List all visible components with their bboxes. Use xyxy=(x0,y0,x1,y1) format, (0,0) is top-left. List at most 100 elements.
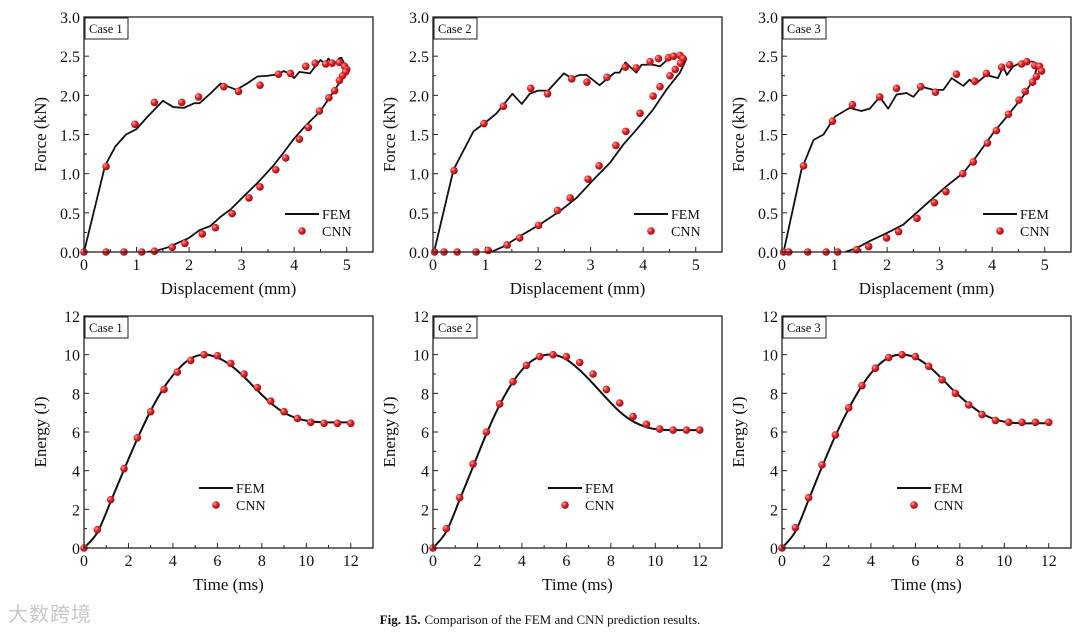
y-tick-label: 1.5 xyxy=(409,128,429,145)
y-tick-label: 1.5 xyxy=(60,128,80,145)
x-tick-label: 5 xyxy=(1041,257,1049,274)
cnn-data-point xyxy=(898,350,906,359)
cnn-data-point xyxy=(646,57,654,66)
cnn-data-point xyxy=(642,420,651,429)
y-tick-label: 12 xyxy=(413,309,429,326)
cnn-data-point xyxy=(198,230,207,238)
y-tick-label: 2.5 xyxy=(758,49,778,66)
cnn-data-point xyxy=(924,362,933,371)
cnn-data-point xyxy=(858,381,866,390)
x-tick-label: 2 xyxy=(883,257,891,274)
cnn-data-point xyxy=(295,135,304,143)
y-tick-label: 2 xyxy=(72,502,80,519)
x-tick-label: 3 xyxy=(587,257,595,274)
cnn-data-point xyxy=(150,247,159,256)
cnn-data-point xyxy=(615,399,624,407)
plot-frame xyxy=(432,16,723,253)
legend-cnn-marker xyxy=(298,227,306,235)
x-tick-label: 0 xyxy=(778,553,786,570)
cnn-data-point xyxy=(848,100,857,109)
cnn-data-point xyxy=(942,187,950,196)
cnn-data-point xyxy=(150,98,159,107)
legend-cnn-marker xyxy=(561,501,569,509)
x-tick-label: 10 xyxy=(298,553,314,570)
y-tick-label: 10 xyxy=(413,348,429,365)
cnn-data-point xyxy=(234,87,243,96)
cnn-data-point xyxy=(286,69,295,78)
x-tick-label: 1 xyxy=(831,257,839,274)
cnn-data-point xyxy=(952,70,961,78)
case-label: Case 2 xyxy=(438,22,472,36)
cnn-data-point xyxy=(666,71,674,80)
x-axis-label: Time (ms) xyxy=(891,575,962,594)
x-tick-label: 10 xyxy=(996,553,1012,570)
cnn-data-point xyxy=(622,127,630,136)
cnn-data-point xyxy=(181,239,189,248)
x-axis-label: Time (ms) xyxy=(542,575,613,594)
cnn-data-point xyxy=(321,60,330,68)
cnn-data-point xyxy=(549,350,557,359)
x-tick-label: 2 xyxy=(473,553,481,570)
cnn-data-point xyxy=(621,63,630,71)
x-tick-label: 12 xyxy=(343,553,359,570)
y-axis-label: Energy (J) xyxy=(380,397,399,468)
cnn-data-point xyxy=(515,234,524,242)
cnn-data-point xyxy=(1031,418,1040,427)
panel-energy-case-1: 0 2 4 6 8 10 12 0 2 4 6 8 10 12 Time (ms) Energy (J) Cas… xyxy=(31,309,374,594)
cnn-data-point xyxy=(256,183,264,191)
cnn-data-point xyxy=(177,98,186,107)
panel-force-case-2: 0 1 2 3 4 5 0.0 0.5 1.0 1.5 2.0 2.5 3.0 Displacement … xyxy=(380,10,723,298)
cnn-data-point xyxy=(875,93,884,101)
cnn-data-point xyxy=(240,370,248,378)
panel-energy-case-2: 0 2 4 6 8 10 12 0 2 4 6 8 10 12 Time (ms) Energy (J) Cas… xyxy=(380,309,723,594)
legend-fem-label: FEM xyxy=(236,482,265,497)
legend-cnn-label: CNN xyxy=(236,499,266,514)
case-label-box xyxy=(433,316,478,339)
cnn-data-point xyxy=(1044,418,1053,427)
y-tick-label: 6 xyxy=(421,425,429,442)
cnn-data-point xyxy=(120,464,128,473)
y-axis-label: Energy (J) xyxy=(31,397,50,468)
cnn-data-point xyxy=(325,93,333,102)
cnn-data-point xyxy=(335,76,344,85)
x-tick-label: 12 xyxy=(692,553,708,570)
cnn-data-point xyxy=(567,75,576,83)
cnn-data-point xyxy=(636,109,644,118)
cnn-data-point xyxy=(480,119,488,128)
fem-series-line xyxy=(782,353,1049,548)
cnn-data-point xyxy=(1015,96,1023,104)
caption-label: Fig. 15. xyxy=(379,612,421,627)
cnn-data-point xyxy=(828,117,837,125)
cnn-data-point xyxy=(655,425,664,433)
cnn-data-point xyxy=(131,120,139,129)
x-tick-label: 4 xyxy=(867,553,875,570)
y-tick-label: 0 xyxy=(770,541,778,558)
cnn-data-point xyxy=(791,523,800,532)
cnn-data-point xyxy=(964,401,973,409)
x-tick-label: 4 xyxy=(988,257,996,274)
cnn-data-point xyxy=(882,234,891,242)
x-tick-label: 2 xyxy=(822,553,830,570)
cnn-data-point xyxy=(831,431,840,439)
cnn-data-point xyxy=(442,524,451,533)
cnn-data-point xyxy=(274,70,283,78)
cnn-data-point xyxy=(311,59,320,68)
x-tick-label: 12 xyxy=(1041,553,1057,570)
legend-cnn-marker xyxy=(996,227,1004,235)
cnn-data-point xyxy=(656,82,664,91)
case-label-box xyxy=(433,17,478,40)
plot-frame xyxy=(83,315,374,549)
cnn-data-point xyxy=(938,376,946,384)
plot-frame xyxy=(432,315,723,549)
x-tick-label: 4 xyxy=(290,257,298,274)
cnn-data-point xyxy=(844,404,853,412)
cnn-data-point xyxy=(1004,110,1013,118)
cnn-data-point xyxy=(281,154,290,162)
legend-fem-label: FEM xyxy=(1020,208,1049,223)
cnn-data-point xyxy=(894,227,903,236)
y-tick-label: 0.5 xyxy=(60,206,80,223)
fem-series-line xyxy=(782,60,1039,252)
cnn-data-point xyxy=(982,69,991,78)
figure-caption: Fig. 15. Comparison of the FEM and CNN pr… xyxy=(0,612,1080,628)
